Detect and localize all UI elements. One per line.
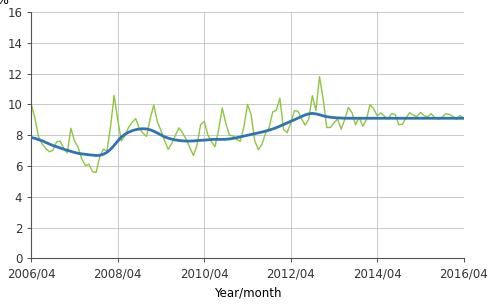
Unemployment rate, trend (216, 137, 222, 141)
Unemployment rate (317, 75, 323, 79)
Unemployment rate, trend (93, 154, 99, 157)
Unemployment rate (216, 128, 222, 131)
Unemployment rate, trend (327, 115, 333, 119)
Unemployment rate (327, 126, 333, 129)
Unemployment rate, trend (309, 112, 315, 115)
Line: Unemployment rate, trend: Unemployment rate, trend (31, 114, 464, 155)
Unemployment rate, trend (439, 116, 445, 120)
Unemployment rate, trend (461, 116, 467, 120)
Unemployment rate, trend (28, 136, 34, 139)
Unemployment rate (28, 103, 34, 106)
Unemployment rate (93, 170, 99, 174)
Unemployment rate, trend (133, 128, 139, 132)
Text: %: % (0, 0, 9, 7)
Unemployment rate, trend (72, 151, 78, 154)
Unemployment rate (439, 116, 445, 119)
Unemployment rate (302, 123, 308, 127)
Unemployment rate (461, 116, 467, 120)
Unemployment rate (72, 139, 78, 143)
X-axis label: Year/month: Year/month (214, 286, 281, 299)
Line: Unemployment rate: Unemployment rate (31, 77, 464, 172)
Unemployment rate, trend (302, 113, 308, 117)
Unemployment rate (133, 117, 139, 121)
